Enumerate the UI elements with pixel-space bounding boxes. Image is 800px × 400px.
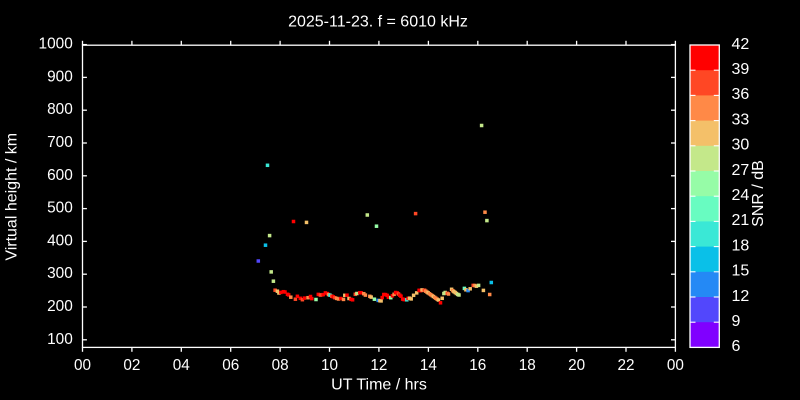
svg-text:08: 08: [272, 357, 289, 374]
svg-text:400: 400: [47, 232, 73, 249]
svg-text:UT Time / hrs: UT Time / hrs: [331, 377, 427, 394]
svg-text:15: 15: [732, 263, 750, 280]
svg-text:04: 04: [173, 357, 191, 374]
svg-text:12: 12: [370, 357, 387, 374]
svg-text:9: 9: [732, 313, 741, 330]
svg-text:Virtual height / km: Virtual height / km: [4, 133, 21, 261]
svg-text:200: 200: [47, 298, 73, 315]
svg-text:300: 300: [47, 265, 73, 282]
svg-text:12: 12: [732, 288, 750, 305]
svg-text:24: 24: [732, 187, 750, 204]
svg-text:1000: 1000: [39, 36, 73, 53]
svg-text:18: 18: [519, 357, 536, 374]
svg-text:100: 100: [47, 331, 73, 348]
svg-text:33: 33: [732, 111, 750, 128]
svg-text:500: 500: [47, 200, 73, 217]
svg-text:800: 800: [47, 101, 73, 118]
svg-text:02: 02: [123, 357, 140, 374]
svg-text:14: 14: [420, 357, 438, 374]
svg-text:21: 21: [732, 212, 750, 229]
svg-text:18: 18: [732, 237, 750, 254]
svg-text:06: 06: [222, 357, 239, 374]
svg-text:36: 36: [732, 86, 750, 103]
svg-text:600: 600: [47, 167, 73, 184]
svg-text:700: 700: [47, 134, 73, 151]
svg-text:42: 42: [732, 36, 750, 53]
svg-text:39: 39: [732, 61, 750, 78]
svg-text:16: 16: [469, 357, 486, 374]
svg-text:30: 30: [732, 137, 750, 154]
svg-text:00: 00: [74, 357, 91, 374]
svg-text:22: 22: [617, 357, 634, 374]
svg-text:10: 10: [321, 357, 338, 374]
svg-text:SNR / dB: SNR / dB: [750, 160, 767, 227]
svg-text:00: 00: [667, 357, 684, 374]
svg-text:6: 6: [732, 338, 741, 355]
svg-text:20: 20: [568, 357, 585, 374]
svg-text:2025-11-23. f = 6010 kHz: 2025-11-23. f = 6010 kHz: [288, 14, 468, 31]
svg-text:900: 900: [47, 68, 73, 85]
svg-text:27: 27: [732, 162, 750, 179]
